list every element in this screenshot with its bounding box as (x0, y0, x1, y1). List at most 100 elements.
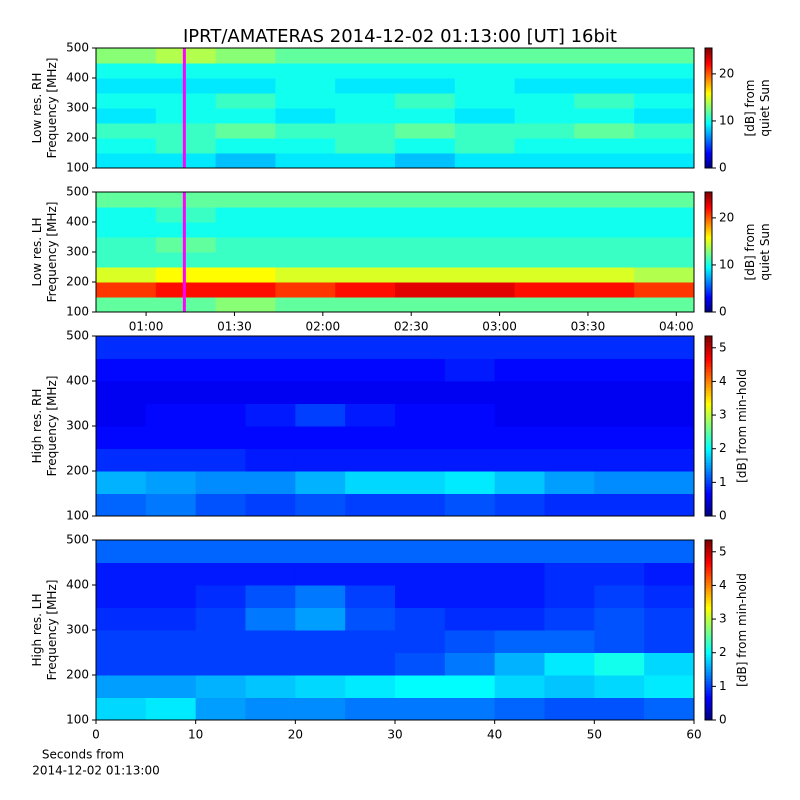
heatmap-cell (395, 222, 456, 238)
heatmap-cell (444, 493, 496, 517)
heatmap-cell (96, 562, 147, 586)
colorbar-slice (705, 675, 712, 679)
colorbar-slice (705, 74, 712, 77)
heatmap-cell (145, 381, 197, 404)
heatmap-cell (145, 403, 197, 427)
heatmap-cell (215, 267, 276, 283)
colorbar-slice (705, 214, 712, 217)
colorbar-slice (705, 579, 712, 583)
colorbar-slice (705, 486, 712, 490)
heatmap-cell (215, 252, 276, 268)
colorbar-slice (705, 339, 712, 343)
heatmap-cell (574, 252, 635, 268)
heatmap-cell (335, 123, 396, 139)
heatmap-cell (96, 237, 157, 253)
heatmap-cell (514, 207, 575, 223)
heatmap-cell (215, 153, 276, 169)
heatmap-cell (96, 358, 147, 382)
colorbar-slice (705, 639, 712, 643)
colorbar-slice (705, 92, 712, 95)
heatmap-cell (295, 493, 346, 517)
heatmap-cell (514, 237, 575, 253)
colorbar-slice (705, 546, 712, 550)
heatmap-cell (494, 652, 545, 676)
x-tick-label: 40 (487, 728, 502, 742)
x-axis-label: 2014-12-02 01:13:00 (32, 764, 159, 778)
colorbar-slice (705, 507, 712, 511)
colorbar-slice (705, 426, 712, 430)
colorbar-slice (705, 543, 712, 547)
heatmap-cell (454, 207, 516, 223)
colorbar-slice (705, 232, 712, 235)
heatmap-cell (634, 252, 695, 268)
y-tick-label: 400 (66, 215, 89, 229)
heatmap-cell (345, 358, 396, 382)
colorbar-slice (705, 272, 712, 275)
colorbar-slice (705, 450, 712, 454)
heatmap-cell (345, 403, 396, 427)
y-tick-label: 100 (66, 305, 89, 319)
heatmap-cell (444, 381, 496, 404)
heatmap-cell (444, 540, 496, 563)
heatmap-cell (96, 607, 147, 631)
y-tick-label: 400 (66, 374, 89, 388)
y-tick-label: 500 (66, 329, 89, 343)
heatmap-cell (195, 697, 246, 721)
heatmap-cell (195, 585, 246, 608)
heatmap-cell (295, 675, 346, 698)
heatmap-cell (345, 493, 396, 517)
heatmap-cell (215, 207, 276, 223)
colorbar-slice (705, 672, 712, 676)
colorbar-slice (705, 76, 712, 79)
heatmap-cell (494, 448, 545, 472)
y-axis-label-line: High res. RH (30, 389, 44, 464)
heatmap-cell (395, 652, 446, 676)
heatmap-cell (245, 652, 296, 676)
heatmap-cell (514, 267, 575, 283)
heatmap-cell (295, 562, 346, 586)
colorbar-slice (705, 142, 712, 145)
colorbar-label: [dB] from min-hold (735, 369, 749, 483)
heatmap-cell (335, 63, 396, 79)
heatmap-cell (594, 336, 645, 359)
colorbar-slice (705, 282, 712, 285)
heatmap-cell (145, 585, 197, 608)
heatmap-cell (544, 540, 595, 563)
x-tick-label: 03:30 (571, 320, 606, 334)
heatmap-cell (514, 192, 575, 208)
heatmap-cell (96, 336, 147, 359)
y-axis-label-line: High res. LH (30, 593, 44, 666)
colorbar-slice (705, 363, 712, 367)
colorbar-slice (705, 252, 712, 255)
heatmap-cell (494, 336, 545, 359)
colorbar-slice (705, 228, 712, 231)
heatmap-cell (145, 493, 197, 517)
colorbar-slice (705, 298, 712, 301)
colorbar-slice (705, 633, 712, 637)
colorbar-slice (705, 164, 712, 167)
heatmap-cell (544, 448, 595, 472)
heatmap-cell (494, 540, 545, 563)
colorbar-slice (705, 657, 712, 661)
heatmap-cell (195, 493, 246, 517)
colorbar-tick-label: 20 (719, 66, 734, 80)
colorbar-slice (705, 110, 712, 113)
colorbar-slice (705, 64, 712, 67)
heatmap-cell (594, 652, 645, 676)
colorbar-slice (705, 202, 712, 205)
x-tick-label: 02:30 (394, 320, 429, 334)
heatmap-cell (195, 675, 246, 698)
colorbar-slice (705, 118, 712, 121)
heatmap-cell (544, 403, 595, 427)
colorbar-slice (705, 411, 712, 415)
y-tick-label: 300 (66, 245, 89, 259)
colorbar-label-line: quiet Sun (758, 223, 772, 280)
colorbar-tick-label: 10 (719, 113, 734, 127)
heatmap-cell (96, 381, 147, 404)
heatmap-cell (454, 48, 516, 64)
y-tick-label: 500 (66, 533, 89, 547)
heatmap-cell (215, 282, 276, 298)
colorbar-tick-label: 0 (719, 713, 727, 727)
heatmap-cell (634, 48, 695, 64)
colorbar-slice (705, 606, 712, 610)
